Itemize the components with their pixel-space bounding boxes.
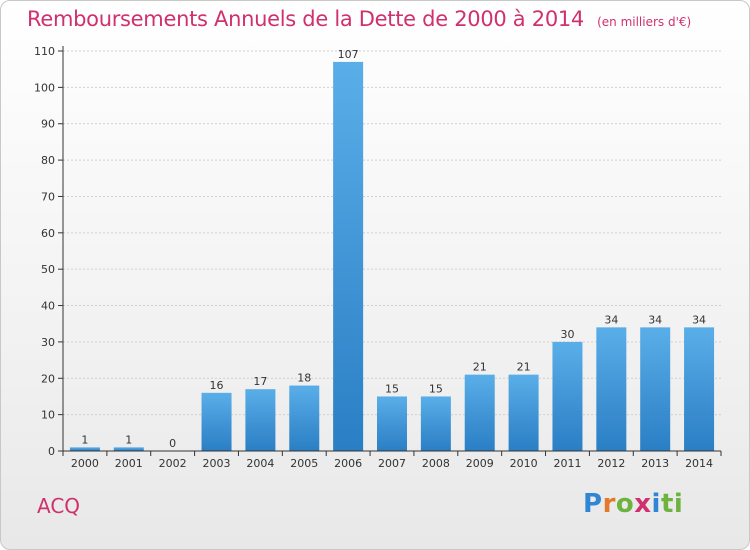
commune-name: ACQ: [37, 494, 81, 518]
chart-title-block: Remboursements Annuels de la Dette de 20…: [27, 7, 691, 31]
y-tick-label: 0: [48, 445, 55, 458]
x-tick-label: 2003: [203, 457, 231, 470]
x-tick-label: 2008: [422, 457, 450, 470]
bar-value-label: 34: [692, 313, 706, 326]
y-tick-label: 10: [41, 409, 55, 422]
y-tick-label: 30: [41, 336, 55, 349]
x-tick-label: 2005: [290, 457, 318, 470]
bar-value-label: 18: [297, 372, 311, 385]
bar-value-label: 34: [648, 313, 662, 326]
y-tick-label: 90: [41, 118, 55, 131]
bar-value-label: 21: [473, 361, 487, 374]
y-tick-label: 50: [41, 263, 55, 276]
y-tick-label: 110: [34, 45, 55, 58]
x-tick-label: 2006: [334, 457, 362, 470]
bar-value-label: 0: [169, 437, 176, 450]
x-tick-label: 2013: [641, 457, 669, 470]
bar-value-label: 15: [385, 382, 399, 395]
proxiti-logo: Proxiti: [583, 489, 684, 519]
x-tick-label: 2000: [71, 457, 99, 470]
bar-value-label: 1: [125, 433, 132, 446]
bar: [464, 374, 495, 451]
x-tick-label: 2004: [246, 457, 274, 470]
bar-value-label: 21: [517, 361, 531, 374]
y-tick-label: 80: [41, 154, 55, 167]
bar: [289, 385, 320, 451]
bar-value-label: 30: [560, 328, 574, 341]
bar: [508, 374, 539, 451]
bar: [420, 396, 451, 451]
x-tick-label: 2007: [378, 457, 406, 470]
bar-value-label: 34: [604, 313, 618, 326]
y-tick-label: 20: [41, 372, 55, 385]
bar: [640, 327, 671, 451]
y-tick-label: 100: [34, 81, 55, 94]
bar: [377, 396, 407, 451]
x-tick-label: 2010: [510, 457, 538, 470]
y-tick-label: 40: [41, 300, 55, 313]
bar-value-label: 15: [429, 382, 443, 395]
bar-value-label: 1: [81, 433, 88, 446]
bars: 1 1 0 16 17 18 107 15 15 21 21 30 34 34 34: [69, 48, 715, 452]
bar: [684, 327, 715, 451]
bar-value-label: 16: [210, 379, 224, 392]
bar: [245, 389, 276, 451]
y-tick-label: 60: [41, 227, 55, 240]
y-tick-label: 70: [41, 190, 55, 203]
x-tick-label: 2012: [597, 457, 625, 470]
bar: [552, 341, 583, 451]
x-tick-label: 2002: [159, 457, 187, 470]
bar-value-label: 107: [338, 48, 359, 61]
x-tick-label: 2011: [553, 457, 581, 470]
bar-value-label: 17: [253, 375, 267, 388]
x-tick-label: 2001: [115, 457, 143, 470]
bar: [69, 447, 100, 451]
bar: [113, 447, 144, 451]
x-tick-label: 2009: [466, 457, 494, 470]
x-tick-label: 2014: [685, 457, 713, 470]
bar: [333, 61, 364, 452]
bar: [596, 327, 627, 451]
bar: [201, 392, 232, 451]
chart-title: Remboursements Annuels de la Dette de 20…: [27, 7, 584, 31]
chart-subtitle: (en milliers d'€): [597, 15, 692, 29]
